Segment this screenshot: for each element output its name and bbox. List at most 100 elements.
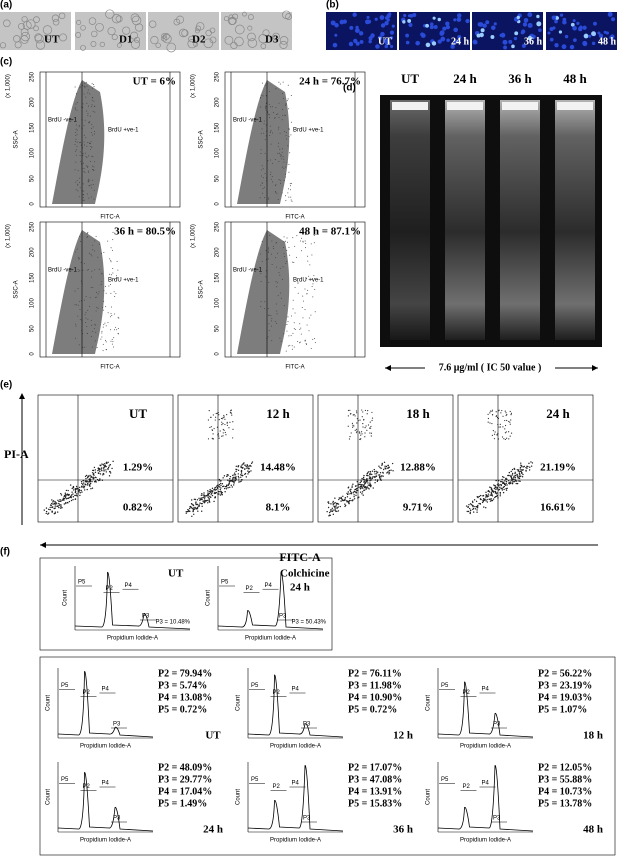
nucleus xyxy=(425,23,429,28)
event xyxy=(83,141,85,143)
event xyxy=(471,500,474,503)
event xyxy=(506,419,508,422)
event xyxy=(219,480,221,482)
event xyxy=(482,499,484,502)
event xyxy=(86,269,88,271)
event xyxy=(91,123,93,125)
event xyxy=(495,415,498,417)
nucleus xyxy=(456,17,462,22)
event xyxy=(247,466,249,468)
event xyxy=(268,330,270,332)
event xyxy=(485,506,487,509)
nucleus xyxy=(453,27,458,33)
event xyxy=(366,486,368,488)
x-axis-label: FITC-A xyxy=(100,215,119,221)
event xyxy=(304,240,306,242)
quadrant-value: 8.1% xyxy=(266,502,291,514)
event xyxy=(505,480,508,483)
stat: P4 = 19.03% xyxy=(538,692,592,703)
cell xyxy=(247,14,254,21)
event xyxy=(203,501,205,504)
nucleus xyxy=(554,43,559,48)
event xyxy=(385,465,388,468)
event xyxy=(92,96,94,98)
event xyxy=(508,471,511,474)
gate-label: P2 xyxy=(463,784,471,790)
event xyxy=(49,508,51,511)
event xyxy=(307,260,309,262)
gate-label: P2 xyxy=(246,586,254,592)
event xyxy=(279,182,281,184)
event xyxy=(118,317,120,319)
event xyxy=(94,471,97,474)
event xyxy=(75,124,77,126)
event xyxy=(264,84,266,86)
event xyxy=(87,92,89,94)
event xyxy=(78,258,80,260)
event xyxy=(510,474,512,477)
event xyxy=(228,482,230,485)
cell xyxy=(130,13,140,23)
event xyxy=(89,474,91,477)
event xyxy=(364,436,366,438)
event xyxy=(89,148,91,150)
event xyxy=(307,255,309,257)
nucleus xyxy=(555,16,559,20)
cell xyxy=(34,34,44,44)
event xyxy=(344,503,346,505)
event xyxy=(111,338,113,340)
event xyxy=(490,492,493,495)
cell xyxy=(3,19,11,28)
event xyxy=(86,232,88,234)
event xyxy=(86,488,88,491)
stat: P3 = 55.88% xyxy=(538,774,592,785)
event xyxy=(263,186,265,188)
event xyxy=(84,263,86,265)
event xyxy=(75,493,78,495)
event xyxy=(265,124,267,126)
event xyxy=(304,309,306,311)
event xyxy=(87,122,89,124)
event xyxy=(60,505,62,508)
event xyxy=(87,113,89,115)
event xyxy=(218,435,220,437)
nucleus xyxy=(465,18,470,24)
event xyxy=(297,281,299,283)
event xyxy=(356,430,358,432)
event xyxy=(87,178,89,180)
cell xyxy=(33,16,40,23)
event xyxy=(370,432,373,434)
event xyxy=(105,325,107,327)
event xyxy=(309,264,311,266)
event xyxy=(109,273,111,275)
event xyxy=(111,467,113,470)
event xyxy=(202,497,204,499)
event xyxy=(290,199,292,201)
event xyxy=(201,493,203,495)
event xyxy=(95,291,97,293)
event xyxy=(503,438,505,440)
event xyxy=(287,241,289,243)
nucleus xyxy=(403,13,407,18)
event xyxy=(216,412,218,414)
event xyxy=(109,463,112,466)
event xyxy=(274,320,276,322)
event xyxy=(82,199,84,201)
event xyxy=(261,128,263,130)
event xyxy=(510,412,513,414)
event xyxy=(188,507,191,510)
event xyxy=(515,474,517,477)
event xyxy=(281,119,283,121)
event xyxy=(244,468,246,470)
nucleus xyxy=(503,45,508,50)
event xyxy=(367,482,369,484)
event xyxy=(364,485,367,488)
event xyxy=(363,474,365,477)
y-tick-label: 50 xyxy=(30,175,36,182)
event xyxy=(361,486,363,488)
nucleus xyxy=(490,25,496,31)
event xyxy=(494,491,497,493)
panel-label: (b) xyxy=(326,0,339,11)
event xyxy=(219,494,222,496)
event xyxy=(380,467,382,470)
